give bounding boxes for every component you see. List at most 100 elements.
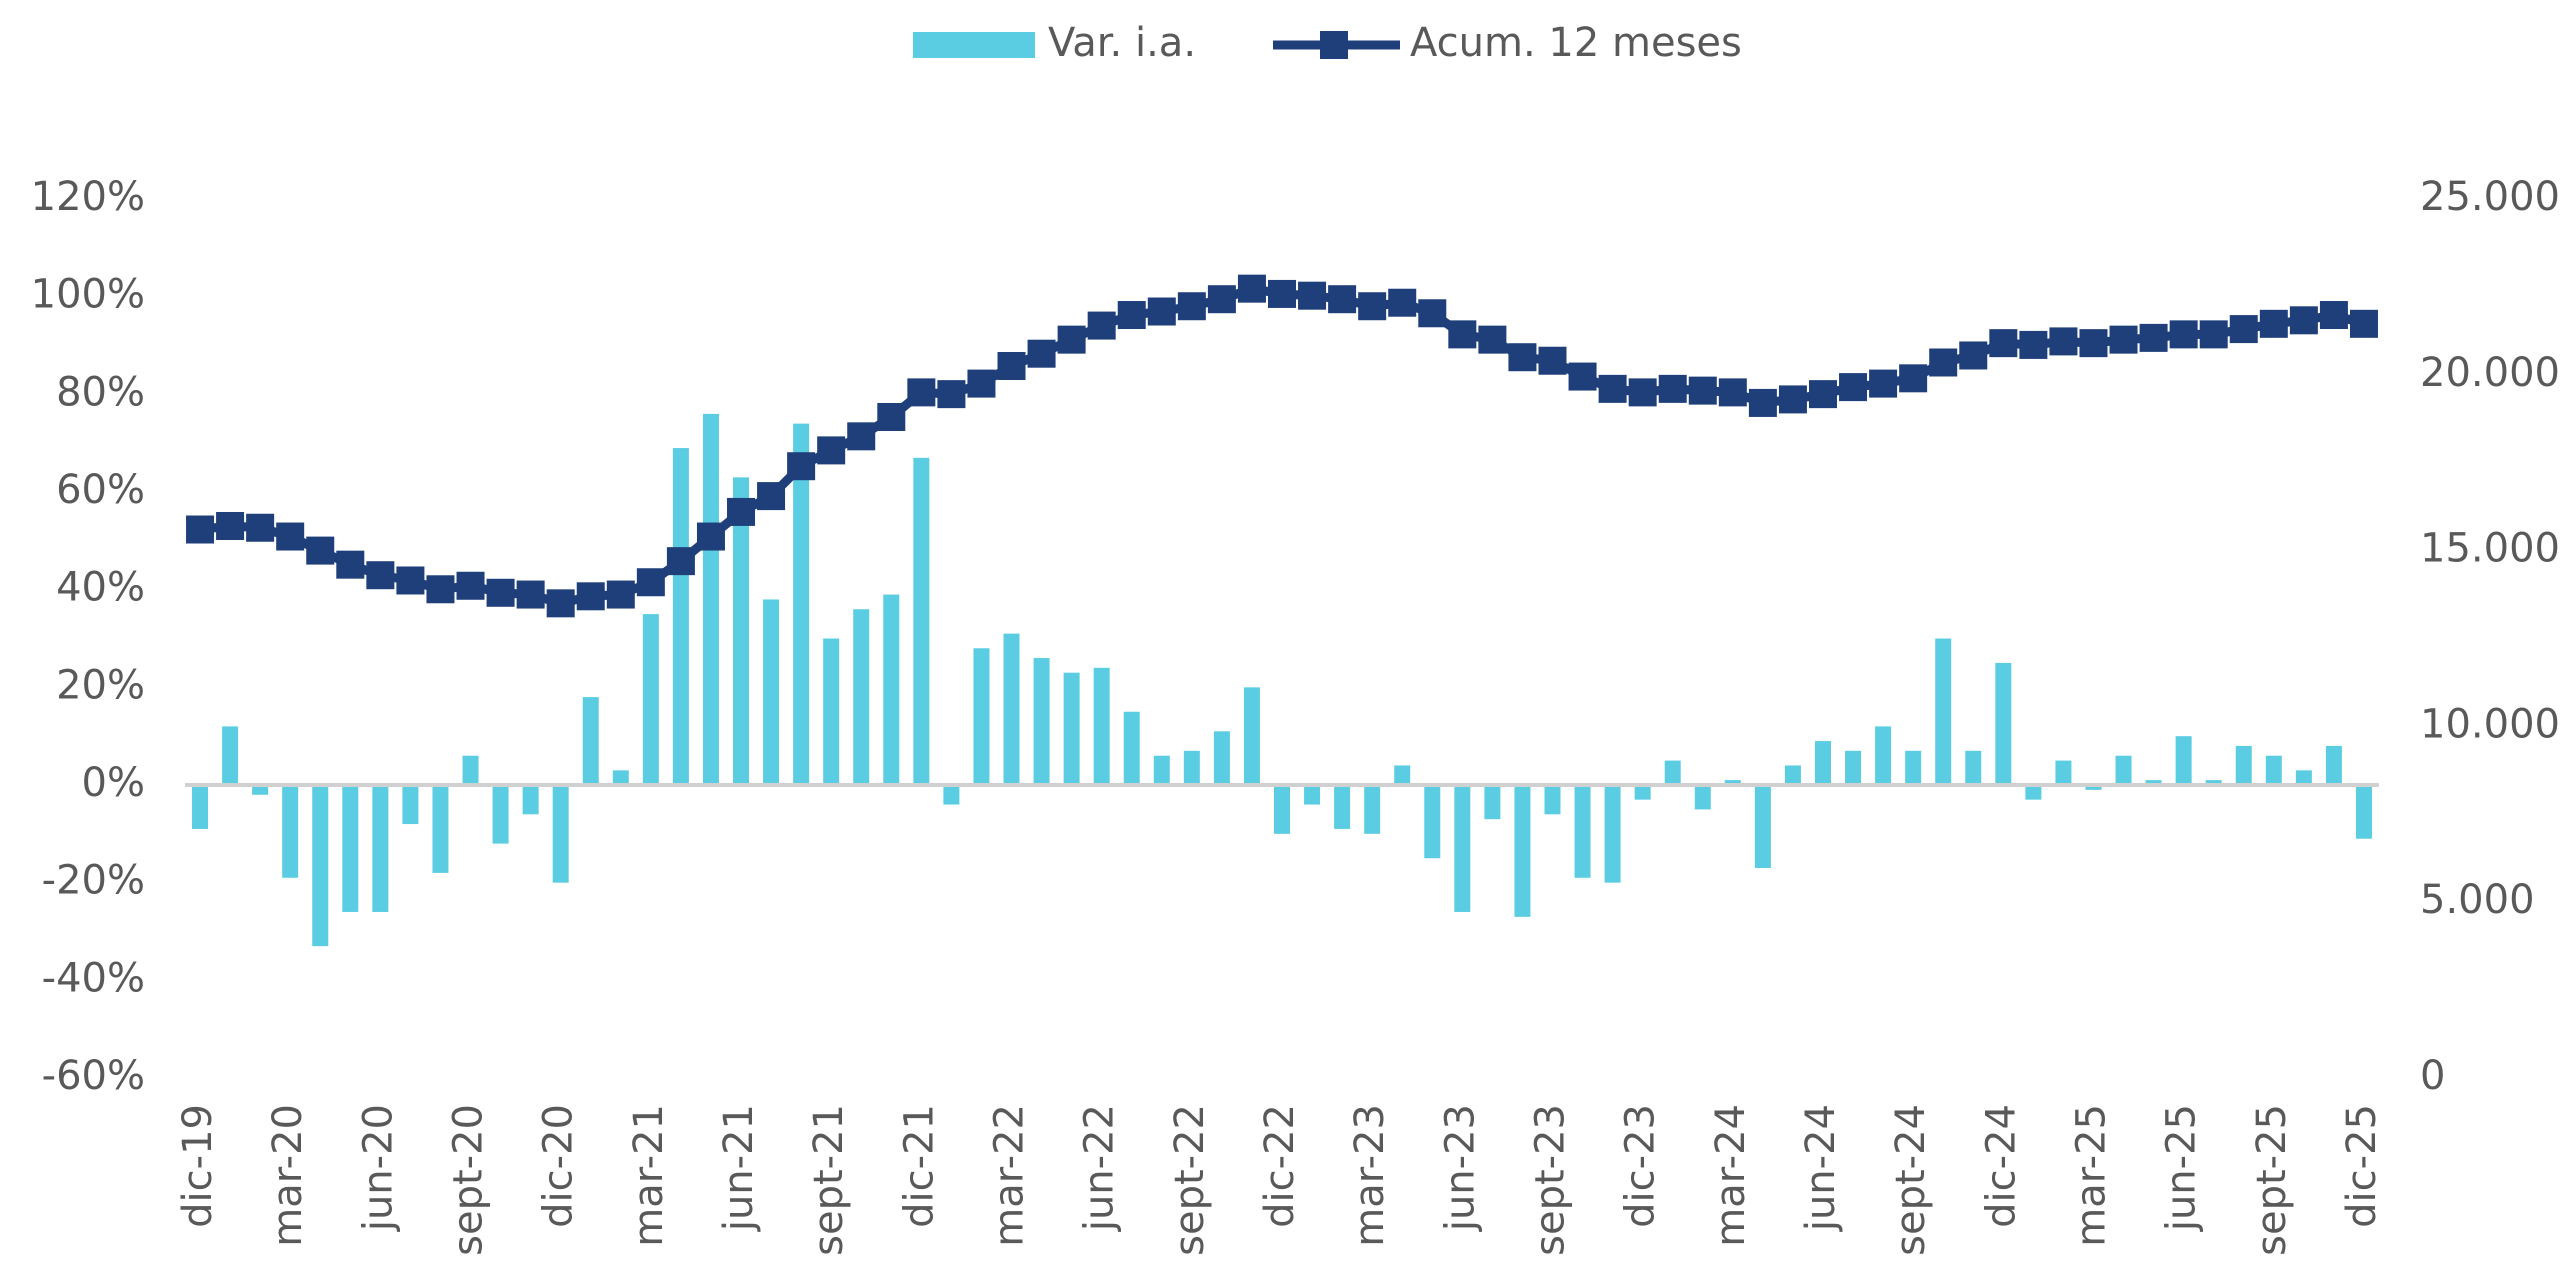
x-tick-label: dic-22 xyxy=(1257,1104,1303,1228)
bar xyxy=(552,785,569,883)
legend-swatch xyxy=(1320,31,1348,59)
y2-tick-label: 25.000 xyxy=(2420,174,2560,220)
bar xyxy=(252,785,269,795)
line-marker xyxy=(426,575,455,604)
line-marker xyxy=(2109,325,2138,354)
bar xyxy=(1784,765,1801,785)
legend-label: Var. i.a. xyxy=(1048,20,1196,66)
bar xyxy=(1484,785,1501,820)
y-tick-label: 40% xyxy=(56,565,145,611)
bar xyxy=(1574,785,1591,878)
bar xyxy=(1814,741,1831,785)
line-marker xyxy=(1959,341,1988,370)
line-marker xyxy=(1418,299,1447,328)
line-marker xyxy=(1027,339,1056,368)
line-marker xyxy=(1388,288,1417,317)
y-tick-label: -60% xyxy=(42,1053,145,1099)
bar xyxy=(672,448,689,785)
line-marker xyxy=(1328,285,1357,314)
bar xyxy=(1304,785,1321,805)
y-tick-label: 100% xyxy=(31,272,145,318)
bar xyxy=(2265,755,2282,785)
bar xyxy=(823,638,840,785)
line-marker xyxy=(1268,279,1296,308)
y2-tick-label: 0 xyxy=(2420,1053,2445,1099)
line-marker xyxy=(1538,346,1567,375)
line-marker xyxy=(1478,325,1507,354)
line-marker xyxy=(516,580,545,609)
line-marker xyxy=(1358,292,1387,321)
line-marker xyxy=(1598,374,1627,403)
line-marker xyxy=(1057,325,1086,354)
line-marker xyxy=(396,566,425,595)
x-tick-label: mar-21 xyxy=(626,1104,672,1247)
line-marker xyxy=(606,580,635,609)
line-marker xyxy=(546,589,575,618)
line-marker xyxy=(1237,274,1266,303)
line-marker xyxy=(1448,320,1477,349)
bar xyxy=(2025,785,2042,800)
x-tick-label: sept-23 xyxy=(1527,1104,1573,1256)
bar xyxy=(973,648,990,785)
x-tick-label: sept-21 xyxy=(806,1104,852,1256)
legend-swatch xyxy=(913,32,1035,58)
x-tick-label: jun-21 xyxy=(716,1104,762,1232)
x-tick-label: jun-24 xyxy=(1798,1104,1844,1232)
line-marker xyxy=(486,578,515,607)
bar xyxy=(1394,765,1411,785)
bar xyxy=(1965,750,1982,785)
line-marker xyxy=(1718,378,1747,407)
line-marker xyxy=(1688,376,1717,405)
line-marker xyxy=(1658,374,1687,403)
bar xyxy=(582,697,599,785)
y2-tick-label: 15.000 xyxy=(2420,526,2560,572)
line-marker xyxy=(1177,292,1206,321)
x-tick-label: mar-23 xyxy=(1347,1104,1393,1247)
x-tick-label: jun-23 xyxy=(1437,1104,1483,1232)
x-tick-label: jun-20 xyxy=(355,1104,401,1232)
bar xyxy=(522,785,539,815)
bar xyxy=(1694,785,1711,810)
bar xyxy=(2145,780,2162,785)
bar xyxy=(1604,785,1621,883)
bar xyxy=(1243,687,1260,785)
line-marker xyxy=(186,515,215,544)
x-tick-label: mar-22 xyxy=(987,1104,1033,1247)
bar xyxy=(312,785,329,947)
line-marker xyxy=(907,378,936,407)
line-marker xyxy=(1147,297,1176,326)
line-marker xyxy=(1628,378,1657,407)
bar xyxy=(1995,662,2012,785)
bar xyxy=(222,726,239,785)
bar xyxy=(2355,785,2372,839)
x-tick-label: dic-23 xyxy=(1618,1104,1664,1228)
line-marker xyxy=(1808,380,1837,409)
line-marker xyxy=(757,482,786,511)
bar xyxy=(342,785,359,912)
x-tick-label: dic-21 xyxy=(896,1104,942,1228)
x-tick-label: dic-19 xyxy=(175,1104,221,1228)
bar xyxy=(1274,785,1290,834)
bar xyxy=(793,423,810,785)
bar xyxy=(2235,745,2252,785)
line-marker xyxy=(1989,329,2018,358)
x-tick-label: sept-20 xyxy=(446,1104,492,1256)
line-marker xyxy=(1869,369,1898,398)
y-tick-label: 120% xyxy=(31,174,145,220)
bar xyxy=(2175,736,2192,785)
line-marker xyxy=(967,369,996,398)
line-marker xyxy=(1117,301,1146,330)
line-marker xyxy=(997,352,1026,381)
bar xyxy=(282,785,299,878)
line-marker xyxy=(216,511,245,540)
line-marker xyxy=(1087,311,1116,340)
y2-tick-label: 5.000 xyxy=(2420,877,2535,923)
line-marker xyxy=(847,422,876,451)
x-tick-label: jun-22 xyxy=(1077,1104,1123,1232)
bar xyxy=(1183,750,1200,785)
line-marker xyxy=(1298,281,1327,310)
bar xyxy=(1664,760,1681,785)
line-marker xyxy=(576,582,605,611)
bar xyxy=(913,457,930,785)
x-tick-label: mar-25 xyxy=(2068,1104,2114,1247)
